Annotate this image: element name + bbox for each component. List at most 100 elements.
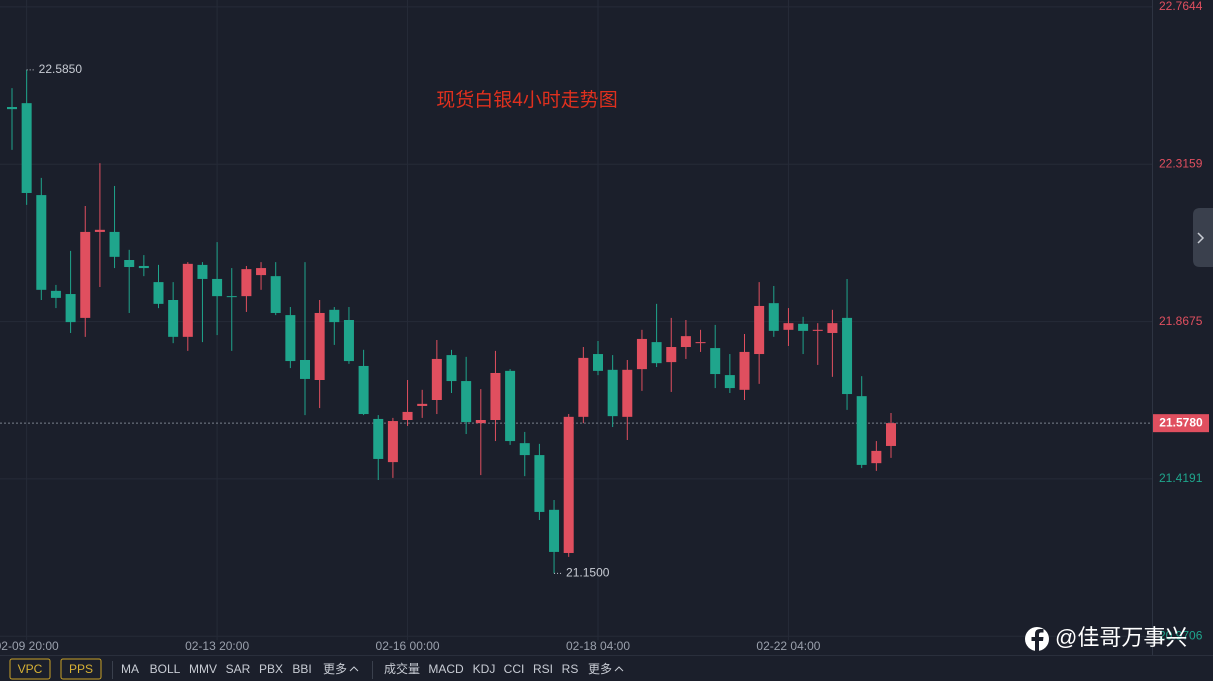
candle-body [534, 455, 545, 512]
indicator[interactable]: 更多 [588, 662, 612, 676]
watermark-icon [1025, 627, 1049, 652]
candle-body [212, 278, 223, 297]
candle-body [21, 103, 32, 193]
candle-body [666, 347, 677, 363]
indicator[interactable]: 更多 [323, 662, 347, 676]
candle-body [593, 354, 603, 371]
candle-body [549, 509, 560, 552]
indicator[interactable]: RS [562, 662, 579, 676]
candle-body [519, 443, 530, 456]
collapse-arrow[interactable] [1197, 232, 1205, 244]
candle-body [270, 276, 281, 313]
candle-body [754, 305, 765, 355]
candle-body [431, 358, 442, 400]
candle-body [578, 357, 589, 417]
indicator[interactable]: CCI [504, 662, 525, 676]
high-label: 22.5850 [39, 62, 83, 76]
candle-body [168, 300, 179, 337]
candle-body [710, 348, 721, 375]
indicator[interactable]: SAR [226, 662, 251, 676]
indicator[interactable]: MACD [428, 662, 464, 676]
x-tick-label: 02-22 04:00 [756, 639, 820, 653]
y-tick-label: 21.8675 [1159, 314, 1203, 328]
candle-body [651, 342, 662, 364]
candle-body [65, 294, 76, 323]
candle-body [241, 269, 252, 297]
more-chevron[interactable] [614, 666, 624, 672]
y-tick-label: 22.3159 [1159, 156, 1203, 170]
candle-body [607, 369, 618, 417]
icon-glyph [1031, 629, 1044, 652]
candle-body [886, 423, 896, 446]
candle-body [636, 338, 647, 370]
candle-body [783, 323, 794, 330]
candle-body [402, 411, 413, 420]
candle-body [812, 329, 823, 331]
candle-body [285, 315, 296, 362]
candle-body [94, 229, 105, 232]
low-label: 21.1500 [566, 566, 610, 580]
candle-body [226, 296, 237, 298]
indicator[interactable]: PBX [259, 662, 283, 676]
candle-body [475, 420, 486, 424]
indicator[interactable]: 成交量 [384, 661, 420, 676]
last-price-label: 21.5780 [1159, 415, 1203, 429]
indicator[interactable]: MMV [189, 662, 217, 676]
candle-body [842, 317, 853, 395]
toolbar-button[interactable] [9, 658, 51, 680]
x-tick-label: 02-13 20:00 [185, 639, 249, 653]
candle-body [387, 421, 398, 463]
candle-body [256, 268, 267, 276]
candle-body [871, 450, 882, 464]
candle-body [329, 309, 340, 323]
more-chevron[interactable] [349, 666, 359, 672]
collapse-tab[interactable] [1193, 208, 1213, 267]
candle-body [343, 320, 354, 362]
indicator[interactable]: BBI [292, 662, 311, 676]
candle-body [856, 396, 867, 465]
candle-body [505, 370, 516, 442]
toolbar-button[interactable] [60, 658, 102, 680]
candle-body [417, 403, 428, 406]
candle-body [358, 365, 369, 415]
candle-body [680, 336, 691, 348]
indicator[interactable]: MA [121, 662, 139, 676]
watermark: @佳哥万事兴 [1055, 625, 1187, 650]
candle-body [138, 265, 149, 269]
candle-body [490, 372, 501, 420]
y-tick-label: 22.7644 [1159, 0, 1203, 13]
candle-body [446, 355, 457, 382]
candle-body [80, 231, 91, 318]
candle-body [373, 418, 384, 459]
y-tick-label: 21.4191 [1159, 471, 1203, 485]
candle-body [300, 360, 310, 379]
x-tick-label: 02-16 00:00 [376, 639, 440, 653]
candle-body [739, 351, 750, 390]
indicator[interactable]: BOLL [150, 662, 181, 676]
candle-body [109, 231, 120, 257]
candle-body [124, 260, 135, 268]
indicator[interactable]: KDJ [473, 662, 496, 676]
candle-body [314, 312, 325, 380]
toolbar-button-label[interactable]: VPC [18, 662, 43, 676]
candle-body [153, 282, 164, 304]
candle-body [622, 369, 633, 417]
candle-body [50, 290, 61, 298]
candle-body [798, 323, 809, 331]
candle-body [724, 375, 735, 389]
candle-body [36, 195, 47, 290]
last-price-tag [1153, 414, 1209, 433]
candle-body [768, 303, 779, 331]
x-tick-label: 02-09 20:00 [0, 639, 59, 653]
candle-body [7, 107, 17, 110]
candle-body [563, 416, 574, 553]
candle-body [197, 264, 208, 279]
y-tick-label: 20.9706 [1159, 628, 1203, 642]
candle-body [827, 323, 838, 333]
indicator[interactable]: RSI [533, 662, 553, 676]
toolbar-button-label[interactable]: PPS [69, 662, 93, 676]
candle-body [461, 381, 472, 423]
x-tick-label: 02-18 04:00 [566, 639, 630, 653]
